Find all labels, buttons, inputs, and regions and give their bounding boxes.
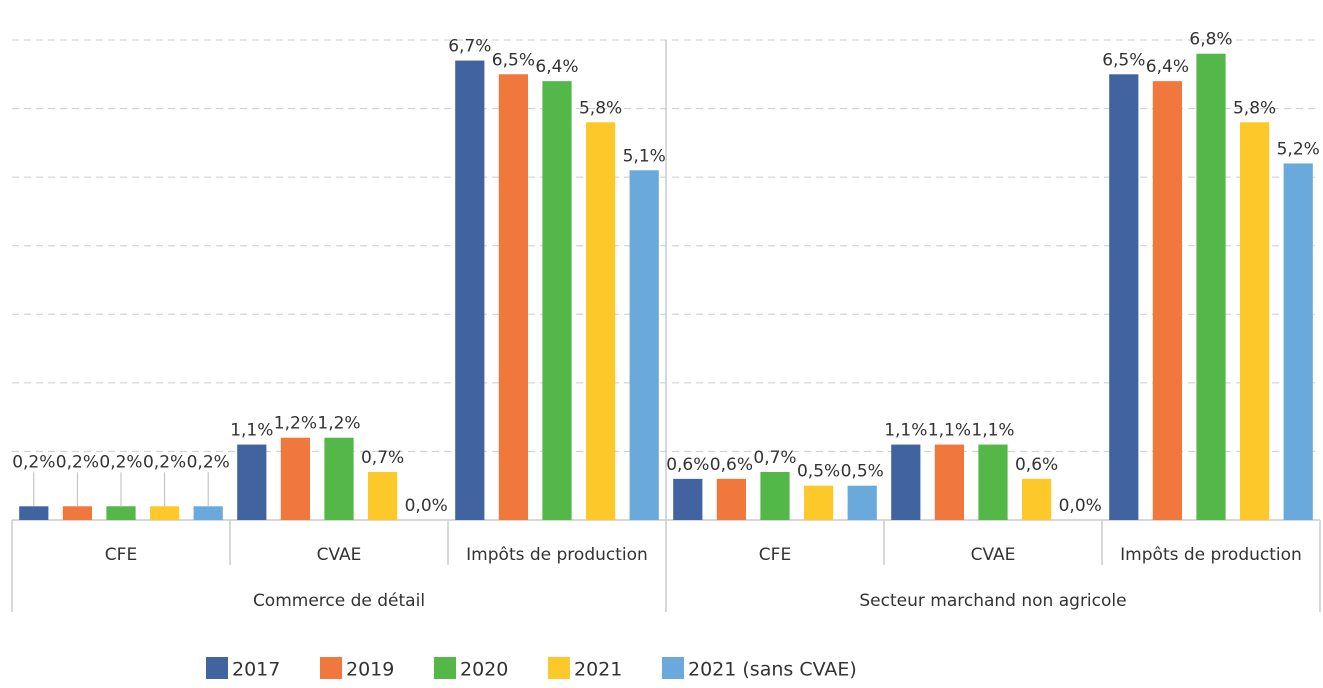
legend-label: 2019 xyxy=(346,659,394,681)
value-label: 5,8% xyxy=(579,98,622,118)
category-label: Impôts de production xyxy=(466,545,648,565)
bar xyxy=(106,506,136,520)
value-label: 0,6% xyxy=(1015,455,1058,475)
bar xyxy=(978,444,1008,520)
bar xyxy=(1283,163,1313,520)
legend-swatch xyxy=(206,657,228,679)
value-label: 6,5% xyxy=(492,50,535,70)
value-label: 1,1% xyxy=(884,421,927,441)
legend-swatch xyxy=(662,657,684,679)
group-label: Secteur marchand non agricole xyxy=(859,591,1126,611)
bar xyxy=(1021,478,1052,520)
bar xyxy=(673,478,703,520)
bar xyxy=(934,444,965,520)
value-label: 0,2% xyxy=(12,452,55,472)
value-label: 0,2% xyxy=(143,452,186,472)
value-label: 0,2% xyxy=(187,452,230,472)
value-label: 0,5% xyxy=(841,462,884,482)
legend-swatch xyxy=(548,657,570,679)
bar xyxy=(847,485,877,520)
bar xyxy=(498,74,529,521)
value-label: 0,2% xyxy=(99,452,142,472)
value-label: 0,0% xyxy=(1059,496,1102,516)
legend-label: 2021 xyxy=(574,659,622,681)
bar xyxy=(455,60,485,520)
bar xyxy=(193,506,223,520)
bar xyxy=(62,506,93,520)
bar xyxy=(280,437,311,520)
value-label: 0,2% xyxy=(56,452,99,472)
value-label: 1,1% xyxy=(971,421,1014,441)
value-label: 6,7% xyxy=(448,37,491,57)
bar xyxy=(891,444,921,520)
bar xyxy=(1109,74,1139,521)
bar xyxy=(629,170,659,521)
category-label: CFE xyxy=(105,545,137,565)
category-label: CVAE xyxy=(971,545,1016,565)
value-label: 1,2% xyxy=(317,414,360,434)
bar xyxy=(237,444,267,520)
value-label: 0,7% xyxy=(753,448,796,468)
bar xyxy=(1196,53,1226,520)
bar xyxy=(1152,81,1183,521)
bar xyxy=(367,472,398,520)
value-label: 1,1% xyxy=(928,421,971,441)
value-label: 0,7% xyxy=(361,448,404,468)
value-label: 6,4% xyxy=(1146,57,1189,77)
value-label: 1,1% xyxy=(230,421,273,441)
bar xyxy=(803,485,834,520)
legend-swatch xyxy=(320,657,342,679)
legend-swatch xyxy=(434,657,456,679)
value-label: 1,2% xyxy=(274,414,317,434)
legend-label: 2020 xyxy=(460,659,508,681)
bar xyxy=(149,506,180,520)
value-label: 6,4% xyxy=(535,57,578,77)
category-label: CFE xyxy=(759,545,791,565)
group-label: Commerce de détail xyxy=(253,591,425,611)
value-label: 6,5% xyxy=(1102,50,1145,70)
category-label: CVAE xyxy=(317,545,362,565)
value-label: 6,8% xyxy=(1189,30,1232,50)
bar xyxy=(324,437,354,520)
value-label: 5,2% xyxy=(1277,139,1320,159)
bar xyxy=(760,472,790,520)
bar xyxy=(585,122,616,521)
legend-label: 2021 (sans CVAE) xyxy=(688,659,857,681)
value-label: 0,6% xyxy=(710,455,753,475)
bar xyxy=(542,81,572,521)
value-label: 0,6% xyxy=(666,455,709,475)
category-label: Impôts de production xyxy=(1120,545,1302,565)
value-label: 5,8% xyxy=(1233,98,1276,118)
bar xyxy=(716,478,747,520)
value-label: 5,1% xyxy=(623,146,666,166)
bar xyxy=(1239,122,1270,521)
bar xyxy=(19,506,49,520)
legend-label: 2017 xyxy=(232,659,280,681)
value-label: 0,0% xyxy=(405,496,448,516)
value-label: 0,5% xyxy=(797,462,840,482)
